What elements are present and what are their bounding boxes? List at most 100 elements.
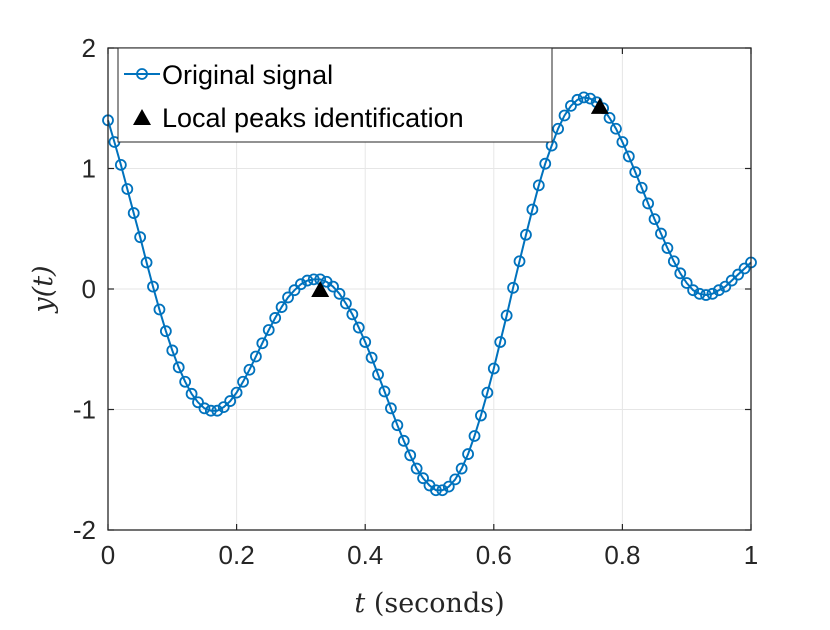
signal-point — [256, 337, 269, 350]
signal-point — [725, 274, 738, 287]
x-axis-label: t (seconds) — [354, 588, 504, 619]
signal-point — [603, 111, 616, 124]
signal-point — [159, 325, 172, 338]
x-tick-label: 0.8 — [604, 540, 640, 570]
x-tick-label: 0.6 — [476, 540, 512, 570]
signal-point — [565, 99, 577, 112]
legend-label-original-signal: Original signal — [162, 60, 333, 90]
legend-marker-local-peaks — [133, 109, 151, 125]
signal-point — [436, 484, 449, 497]
signal-point — [430, 484, 442, 497]
peak-marker — [590, 97, 609, 114]
signal-point — [365, 351, 378, 364]
y-tick-label: -1 — [73, 395, 96, 425]
signal-point — [172, 361, 185, 374]
legend-box — [117, 47, 553, 143]
signal-point — [391, 419, 404, 432]
signal-point — [288, 284, 301, 297]
signal-point — [294, 278, 307, 291]
signal-point — [584, 92, 597, 105]
signal-point — [198, 402, 211, 415]
signal-point — [404, 449, 417, 462]
y-tick-label: -2 — [73, 515, 96, 545]
x-axis-label-var: t — [354, 588, 365, 619]
signal-point — [269, 312, 282, 324]
x-tick-label: 0.2 — [219, 540, 255, 570]
signal-point — [475, 409, 487, 422]
signal-point — [642, 197, 655, 210]
x-tick-label: 1 — [744, 540, 758, 570]
signal-point — [706, 287, 719, 300]
signal-point — [275, 301, 288, 313]
y-tick-label: 2 — [82, 33, 96, 63]
signal-point — [333, 287, 346, 300]
signal-point — [680, 277, 693, 289]
signal-point — [224, 395, 237, 407]
signal-point — [249, 350, 262, 363]
signal-point — [655, 227, 667, 240]
signal-point — [352, 321, 365, 334]
signal-point — [282, 291, 294, 304]
signal-point — [442, 480, 455, 493]
signal-point — [410, 462, 423, 475]
signal-point — [417, 472, 429, 485]
signal-point — [539, 157, 552, 170]
axis-ticks: 0 0.2 0.4 0.6 0.8 1 -2 -1 0 1 2 — [73, 33, 758, 570]
signal-point — [449, 473, 462, 486]
x-axis-label-rest: (seconds) — [365, 588, 504, 619]
signal-point — [719, 280, 732, 293]
signal-point — [378, 385, 391, 398]
signal-point — [192, 396, 204, 409]
signal-point — [147, 280, 159, 293]
signal-point — [372, 368, 384, 381]
signal-point — [487, 362, 500, 375]
series-layer — [102, 91, 757, 497]
legend: Original signal Local peaks identificati… — [117, 47, 553, 143]
signal-point — [114, 158, 127, 171]
signal-point — [301, 274, 314, 287]
signal-point — [127, 207, 140, 219]
signal-point — [327, 280, 339, 293]
signal-point — [648, 213, 661, 226]
legend-marker-original-signal — [136, 68, 148, 80]
signal-point — [738, 262, 751, 275]
signal-point — [468, 430, 481, 442]
signal-point — [513, 255, 526, 268]
y-tick-label: 0 — [82, 274, 96, 304]
signal-point — [532, 179, 545, 192]
signal-point — [732, 268, 745, 281]
legend-label-local-peaks: Local peaks identification — [162, 103, 464, 133]
signal-point — [140, 256, 153, 269]
y-axis-label: y(t) — [28, 265, 59, 313]
signal-point — [494, 336, 507, 348]
signal-point — [577, 91, 590, 104]
signal-point — [359, 336, 372, 348]
signal-point — [629, 166, 642, 179]
peak-marker — [311, 281, 330, 297]
signal-point — [397, 434, 410, 447]
signal-point — [687, 284, 700, 297]
signal-point — [526, 203, 539, 216]
signal-point — [346, 308, 359, 321]
signal-point — [674, 267, 687, 280]
signal-point — [558, 109, 571, 122]
signal-point — [622, 150, 635, 163]
signal-point — [230, 386, 243, 399]
signal-point — [500, 309, 513, 322]
signal-point — [134, 231, 147, 244]
signal-point — [385, 402, 397, 415]
y-tick-label: 1 — [82, 154, 96, 184]
signal-point — [262, 324, 275, 336]
signal-point — [635, 181, 648, 194]
signal-point — [462, 448, 474, 460]
signal-point — [571, 93, 584, 106]
signal-point — [237, 375, 249, 388]
signal-point — [552, 122, 564, 135]
signal-point — [185, 387, 198, 400]
signal-point — [307, 273, 320, 286]
signal-point — [243, 363, 256, 376]
signal-point — [455, 462, 468, 475]
signal-point — [520, 228, 532, 241]
x-tick-label: 0 — [101, 540, 115, 570]
